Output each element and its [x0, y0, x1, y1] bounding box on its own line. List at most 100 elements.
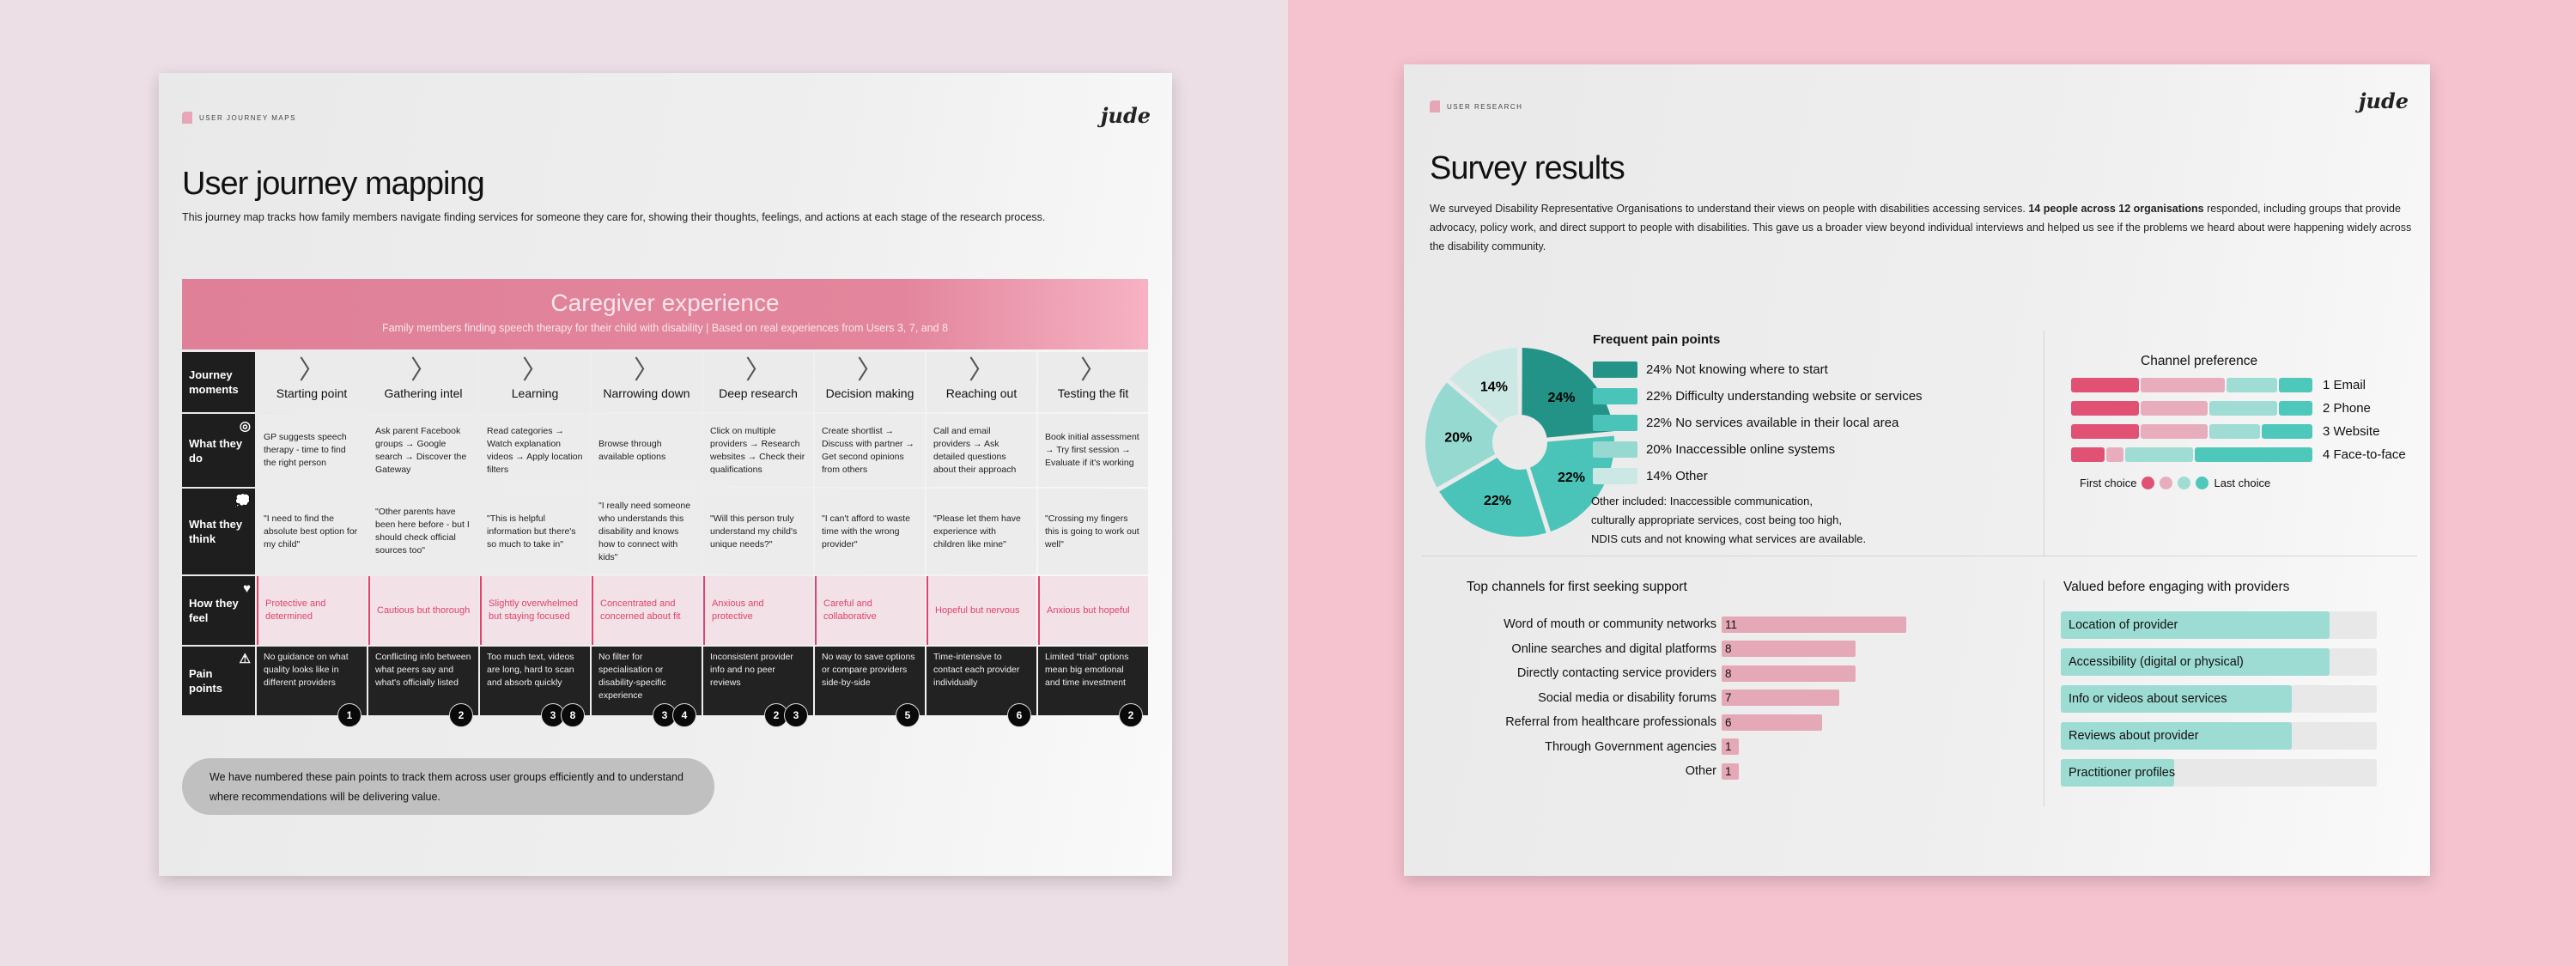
- bar: 1: [1722, 738, 1739, 756]
- cell-text: Too much text, videos are long, hard to …: [487, 652, 574, 688]
- channel-row: 4 Face-to-face: [2071, 443, 2406, 466]
- intro-text: We surveyed Disability Representative Or…: [1430, 203, 2029, 215]
- stage-name: Narrowing down: [603, 386, 690, 400]
- first-choice-label: First choice: [2080, 477, 2137, 489]
- channel-label: 4 Face-to-face: [2323, 447, 2406, 462]
- cell-text: Anxious and protective: [712, 598, 764, 622]
- cell-feel: Anxious and protective: [703, 576, 813, 645]
- channel-bar-row: Directly contacting service providers 8: [1455, 661, 1906, 686]
- bar-segment: [2071, 424, 2139, 439]
- other-note: Other included: Inaccessible communicati…: [1591, 492, 1866, 549]
- cell-text: Read categories → Watch explanation vide…: [487, 425, 583, 475]
- bar: 11: [1722, 616, 1906, 633]
- cell-moment: 〉 Gathering intel: [368, 352, 478, 412]
- pie-slice-label: 22%: [1558, 471, 1585, 485]
- cell-do: Call and email providers → Ask detailed …: [927, 414, 1036, 487]
- row-label-moment: Journey moments: [182, 352, 255, 412]
- cell-text: "This is helpful information but there's…: [487, 513, 576, 550]
- cell-moment: 〉 Learning: [480, 352, 590, 412]
- stacked-bar: [2071, 424, 2312, 439]
- channel-row: 2 Phone: [2071, 397, 2406, 420]
- cell-think: "I really need someone who understands t…: [592, 489, 702, 574]
- bar-segment: [2209, 424, 2261, 439]
- chevron-right-icon: 〉: [969, 356, 994, 385]
- legend-swatch: [1593, 388, 1637, 404]
- pain-point-numbers: 5: [896, 703, 920, 727]
- valued-label: Location of provider: [2069, 618, 2178, 632]
- stacked-bar: [2071, 401, 2313, 416]
- progress-fill: [2061, 648, 2330, 676]
- stage-name: Learning: [511, 386, 559, 400]
- cell-think: "This is helpful information but there's…: [480, 489, 590, 574]
- row-label-think: What they think 💭: [182, 489, 255, 574]
- chevron-right-icon: 〉: [634, 356, 659, 385]
- row-label-text: How they feel: [189, 597, 239, 624]
- cell-pain: Inconsistent provider info and no peer r…: [703, 647, 813, 727]
- cell-text: GP suggests speech therapy - time to fin…: [264, 432, 347, 468]
- note-line: culturally appropriate services, cost be…: [1591, 513, 1842, 526]
- cell-pain: Conflicting info between what peers say …: [368, 647, 478, 727]
- bar-segment: [2140, 378, 2225, 392]
- stacked-bar: [2071, 378, 2312, 392]
- cell-text: No guidance on what quality looks like i…: [264, 652, 349, 688]
- bar-label: Online searches and digital platforms: [1511, 641, 1716, 656]
- bar-segment: [2278, 378, 2312, 392]
- caregiver-banner: Caregiver experience Family members find…: [182, 279, 1148, 349]
- cell-do: Ask parent Facebook groups → Google sear…: [368, 414, 478, 487]
- cell-do: Browse through available options: [592, 414, 702, 487]
- target-icon: ◎: [239, 419, 251, 434]
- cell-pain: No way to save options or compare provid…: [815, 647, 925, 727]
- pie-slice: [1449, 348, 1518, 423]
- note-line: NDIS cuts and not knowing what services …: [1591, 532, 1867, 545]
- cell-feel: Careful and collaborative: [815, 576, 925, 645]
- bar-segment: [2071, 401, 2139, 416]
- valued-row: Practitioner profiles: [2061, 759, 2377, 787]
- cell-feel: Slightly overwhelmed but staying focused: [480, 576, 590, 645]
- legend-label: 24% Not knowing where to start: [1646, 362, 1828, 377]
- cell-moment: 〉 Decision making: [815, 352, 925, 412]
- legend-item: 24% Not knowing where to start: [1593, 356, 1923, 383]
- progress-fill: [2061, 759, 2175, 787]
- pie-slice-label: 14%: [1480, 380, 1508, 395]
- chevron-right-icon: 〉: [1080, 356, 1106, 385]
- valued-chart: Location of provider Accessibility (digit…: [2061, 611, 2377, 796]
- cell-pain: Too much text, videos are long, hard to …: [480, 647, 590, 727]
- valued-label: Info or videos about services: [2069, 692, 2227, 706]
- channel-preference-chart: 1 Email 2 Phone 3 Website 4 Face-to-face Fir…: [2071, 374, 2406, 489]
- cell-text: Protective and determined: [265, 598, 326, 622]
- page-title: Survey results: [1430, 150, 1625, 186]
- bar: 7: [1722, 690, 1839, 707]
- bar-label: Directly contacting service providers: [1516, 666, 1716, 681]
- cell-text: "I need to find the absolute best option…: [264, 513, 358, 550]
- cell-text: "I really need someone who understands t…: [598, 500, 691, 562]
- survey-intro: We surveyed Disability Representative Or…: [1430, 199, 2421, 256]
- cell-feel: Hopeful but nervous: [927, 576, 1036, 645]
- valued-title: Valued before engaging with providers: [2063, 580, 2290, 594]
- tag-marker-icon: [1430, 100, 1440, 112]
- pie-slice-label: 24%: [1547, 391, 1575, 405]
- channel-bar-row: Referral from healthcare professionals 6: [1455, 710, 1906, 735]
- cell-pain: Limited “trial” options mean big emotion…: [1038, 647, 1148, 727]
- pain-point-numbers: 2: [1119, 703, 1143, 727]
- cell-text: Call and email providers → Ask detailed …: [933, 425, 1017, 475]
- bar-segment: [2226, 378, 2277, 392]
- progress-fill: [2061, 685, 2292, 713]
- valued-label: Reviews about provider: [2069, 729, 2199, 743]
- legend-item: 22% No services available in their local…: [1593, 410, 1923, 436]
- legend-swatch: [1593, 415, 1637, 431]
- chevron-right-icon: 〉: [745, 356, 771, 385]
- cell-text: Time-intensive to contact each provider …: [933, 652, 1020, 688]
- legend-label: 20% Inaccessible online systems: [1646, 442, 1836, 457]
- cell-text: "Will this person truly understand my ch…: [710, 513, 798, 550]
- cell-do: Read categories → Watch explanation vide…: [480, 414, 590, 487]
- pain-point-number-badge: 6: [1007, 703, 1031, 727]
- legend-item: 14% Other: [1593, 463, 1923, 489]
- row-label-feel: How they feel ♥: [182, 576, 255, 645]
- journey-map-page: USER JOURNEY MAPS jude User journey mapp…: [159, 73, 1172, 876]
- chevron-right-icon: 〉: [857, 356, 883, 385]
- cell-feel: Concentrated and concerned about fit: [592, 576, 702, 645]
- rank-dot: [2160, 477, 2173, 489]
- cell-do: GP suggests speech therapy - time to fin…: [257, 414, 367, 487]
